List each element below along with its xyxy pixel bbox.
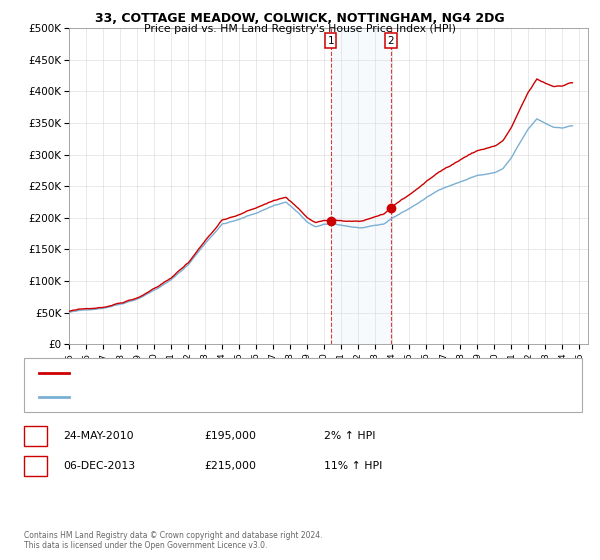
Text: £195,000: £195,000 bbox=[204, 431, 256, 441]
Text: £215,000: £215,000 bbox=[204, 461, 256, 471]
Text: 33, COTTAGE MEADOW, COLWICK, NOTTINGHAM, NG4 2DG: 33, COTTAGE MEADOW, COLWICK, NOTTINGHAM,… bbox=[95, 12, 505, 25]
Text: 2% ↑ HPI: 2% ↑ HPI bbox=[324, 431, 376, 441]
Text: 33, COTTAGE MEADOW, COLWICK, NOTTINGHAM, NG4 2DG (detached house): 33, COTTAGE MEADOW, COLWICK, NOTTINGHAM,… bbox=[75, 369, 441, 378]
Text: 06-DEC-2013: 06-DEC-2013 bbox=[63, 461, 135, 471]
Text: 1: 1 bbox=[32, 431, 39, 441]
Text: 2: 2 bbox=[32, 461, 39, 471]
Text: 1: 1 bbox=[328, 36, 334, 46]
Text: HPI: Average price, detached house, Gedling: HPI: Average price, detached house, Gedl… bbox=[75, 392, 287, 401]
Text: 2: 2 bbox=[388, 36, 394, 46]
Text: Contains HM Land Registry data © Crown copyright and database right 2024.
This d: Contains HM Land Registry data © Crown c… bbox=[24, 530, 323, 550]
Text: Price paid vs. HM Land Registry's House Price Index (HPI): Price paid vs. HM Land Registry's House … bbox=[144, 24, 456, 34]
Bar bbox=[331, 28, 391, 344]
Text: 11% ↑ HPI: 11% ↑ HPI bbox=[324, 461, 382, 471]
Text: 24-MAY-2010: 24-MAY-2010 bbox=[63, 431, 134, 441]
